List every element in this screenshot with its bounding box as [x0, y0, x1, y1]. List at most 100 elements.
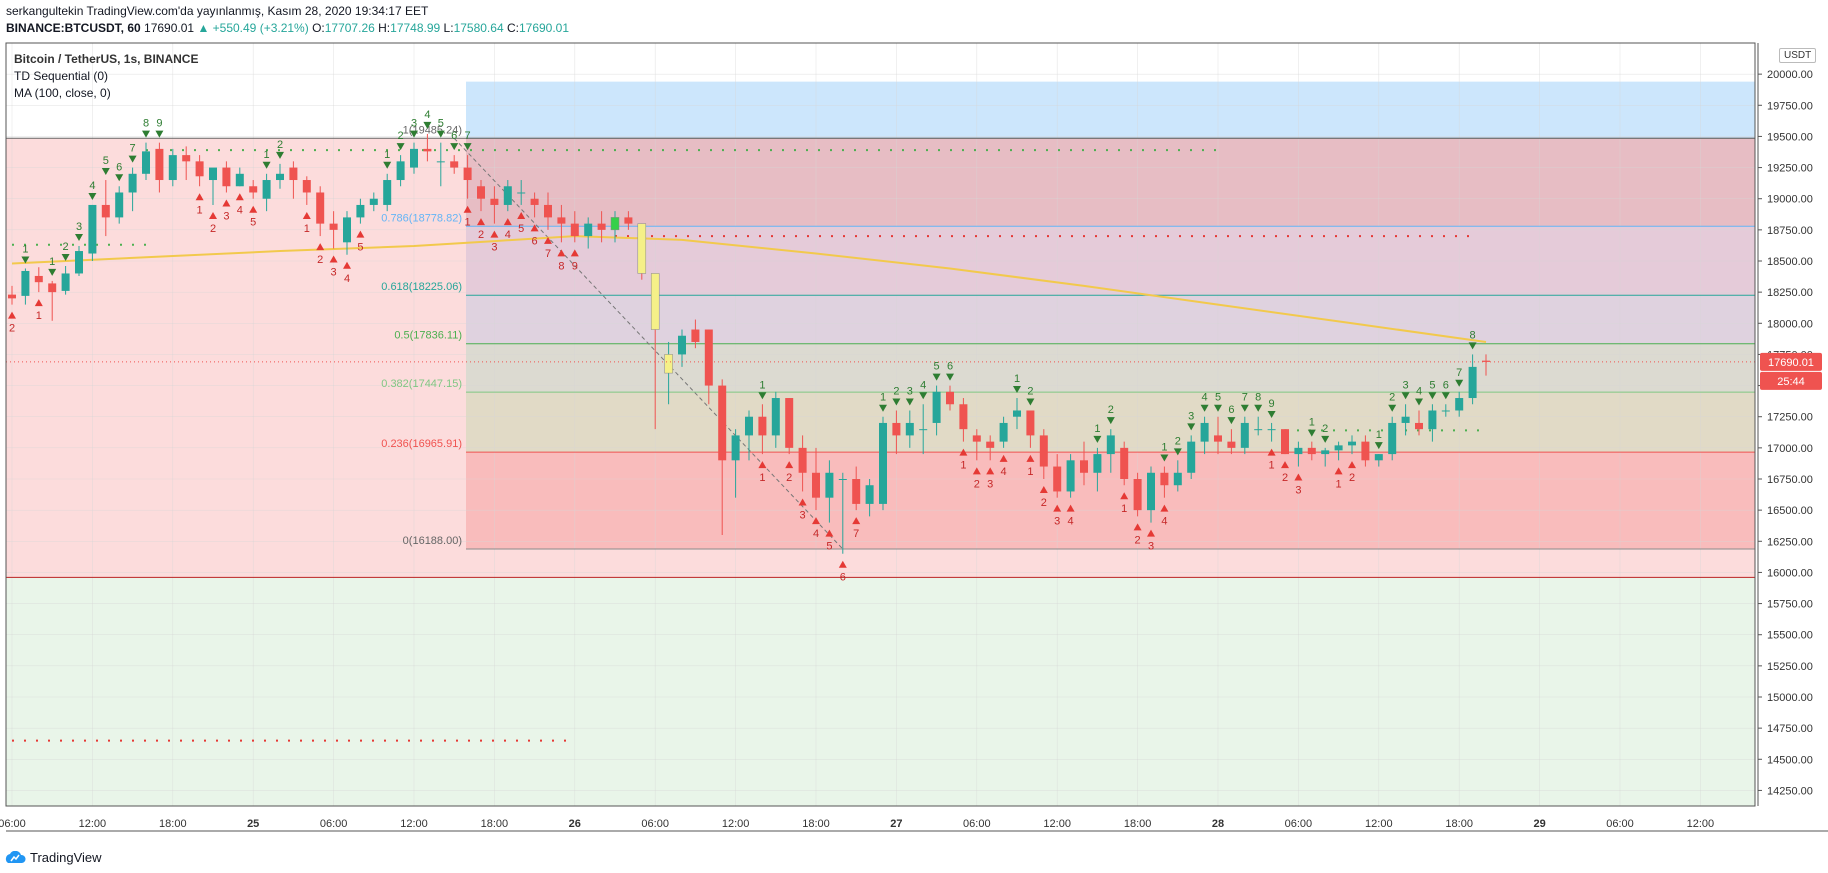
candle-body — [1441, 410, 1450, 412]
candle-body — [329, 223, 338, 230]
td-buy-arrow — [530, 224, 539, 232]
chart-title: Bitcoin / TetherUS, 1s, BINANCE — [14, 52, 199, 66]
candle-body — [986, 441, 995, 448]
fib-label: 0(16188.00) — [403, 535, 462, 547]
candle-body — [1106, 435, 1115, 455]
td-sell-count: 8 — [1255, 392, 1261, 404]
candle-body — [276, 173, 284, 181]
candle-body — [758, 416, 767, 436]
td-sell-arrow — [1428, 392, 1437, 400]
td-buy-arrow — [570, 249, 579, 257]
x-tick-label: 18:00 — [1445, 818, 1473, 830]
td-buy-count: 2 — [478, 229, 484, 241]
y-tick-label: 15000.00 — [1767, 692, 1813, 704]
candle-body — [812, 472, 820, 498]
td-sell-count: 4 — [424, 109, 430, 121]
td-sell-count: 2 — [1175, 435, 1181, 447]
currency-button[interactable]: USDT — [1779, 48, 1817, 63]
tradingview-logo-icon — [5, 850, 26, 863]
fib-label: 0.5(17836.11) — [394, 330, 462, 342]
td-sell-arrow — [101, 168, 110, 176]
candle-body — [972, 435, 981, 442]
candle-body — [343, 217, 351, 243]
candles — [8, 133, 1490, 554]
candle-body — [691, 329, 700, 342]
candle-body — [142, 151, 150, 174]
candle-body — [1401, 416, 1410, 423]
td-sell-count: 4 — [89, 180, 95, 192]
candle-body — [1173, 472, 1182, 486]
candle-body — [463, 167, 472, 181]
td-buy-count: 1 — [36, 310, 42, 322]
td-buy-arrow — [34, 299, 43, 307]
candle-body — [530, 198, 539, 205]
td-buy-arrow — [222, 199, 231, 207]
td-buy-count: 1 — [960, 460, 966, 472]
td-sequential-legend[interactable]: TD Sequential (0) — [14, 69, 109, 83]
td-sell-count: 1 — [264, 149, 270, 161]
td-buy-count: 2 — [1349, 472, 1355, 484]
candle-body — [1334, 445, 1343, 451]
price-axis-bg — [1758, 43, 1828, 806]
td-buy-count: 1 — [1269, 460, 1275, 472]
td-buy-count: 4 — [1161, 516, 1167, 528]
candle-body — [249, 186, 258, 193]
candle-body — [1374, 454, 1383, 461]
candle-body — [155, 148, 164, 181]
candle-body — [1307, 447, 1316, 455]
td-buy-arrow — [477, 218, 485, 226]
candle-body — [544, 204, 552, 218]
candle-body — [1053, 466, 1062, 492]
candle-body — [1147, 472, 1155, 511]
td-sell-count: 9 — [156, 118, 162, 130]
price-tag: 17690.01 — [1768, 357, 1814, 369]
td-buy-count: 1 — [465, 217, 471, 229]
candle-body — [932, 391, 941, 423]
y-tick-label: 18500.00 — [1767, 256, 1813, 268]
fib-label: 1(19485.24) — [403, 124, 462, 136]
candle-body — [356, 204, 365, 218]
candle-body — [1039, 435, 1048, 467]
y-tick-label: 17000.00 — [1767, 443, 1813, 455]
td-sell-count: 2 — [1108, 404, 1114, 416]
td-sell-count: 3 — [907, 385, 913, 397]
ma-legend[interactable]: MA (100, close, 0) — [14, 86, 111, 100]
candle-body — [503, 186, 512, 205]
candle-body — [704, 329, 713, 386]
candle-body — [1415, 422, 1423, 430]
y-tick-label: 18750.00 — [1767, 225, 1813, 237]
zone-blue — [466, 81, 1755, 139]
candle-body — [650, 273, 660, 330]
td-sell-arrow — [1455, 379, 1464, 387]
td-buy-count: 7 — [545, 248, 551, 260]
ma100-line — [11, 235, 1487, 343]
td-buy-count: 5 — [357, 242, 363, 254]
td-sell-count: 3 — [1188, 410, 1194, 422]
candle-body — [302, 180, 311, 193]
candle-body — [101, 204, 110, 218]
td-sell-count: 6 — [1443, 379, 1449, 391]
candle-body — [610, 217, 620, 231]
candle-body — [1468, 366, 1477, 399]
td-buy-count: 2 — [786, 472, 792, 484]
td-buy-arrow — [517, 211, 526, 219]
candle-body — [48, 283, 57, 293]
td-sell-arrow — [155, 130, 164, 138]
td-buy-arrow — [785, 461, 794, 469]
td-sell-count: 7 — [1242, 392, 1248, 404]
candle-body — [115, 192, 124, 218]
td-sell-count: 3 — [411, 118, 417, 130]
td-buy-arrow — [503, 218, 512, 226]
x-tick-label: 06:00 — [1285, 818, 1313, 830]
candle-body — [1214, 435, 1222, 442]
x-tick-label: 06:00 — [1606, 818, 1634, 830]
y-tick-label: 14250.00 — [1767, 785, 1813, 797]
fib-label: 0.786(18778.82) — [381, 212, 462, 224]
x-tick-label: 12:00 — [400, 818, 428, 830]
candle-body — [1013, 410, 1021, 417]
td-buy-arrow — [838, 560, 847, 568]
candle-body — [490, 198, 499, 205]
candle-body — [369, 198, 378, 205]
td-sell-arrow — [892, 398, 901, 406]
